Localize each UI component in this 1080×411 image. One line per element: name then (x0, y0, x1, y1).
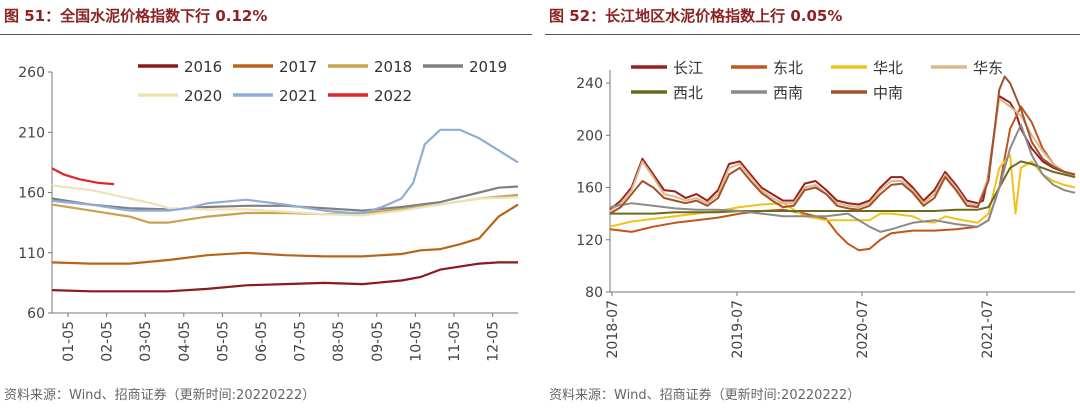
right-series-line-中南 (609, 75, 1076, 215)
left-series-line-2022 (51, 167, 115, 186)
left-x-tick-label: 08-05 (331, 321, 347, 362)
right-source-note: 资料来源：Wind、招商证券（更新时间:20220222） (549, 388, 861, 403)
right-y-tick-label: 200 (576, 128, 603, 144)
left-series-line-2016 (51, 261, 518, 293)
right-series-line-西南 (609, 123, 1076, 233)
left-legend-label-2021: 2021 (279, 87, 317, 105)
right-y-tick-label: 80 (585, 285, 603, 301)
left-chart-panel: 图 51：全国水泥价格指数下行 0.12% 60 110 160 210 260 01-0… (0, 0, 532, 411)
left-x-tick-label: 05-05 (215, 321, 231, 362)
left-x-tick-label: 02-05 (100, 321, 116, 362)
right-title-rule (545, 34, 1080, 35)
left-x-tick-label: 11-05 (447, 321, 463, 362)
left-source-note: 资料来源：Wind、招商证券（更新时间:20220222） (4, 388, 316, 403)
right-legend-label-西北: 西北 (673, 84, 703, 102)
left-y-tick-label: 60 (27, 306, 45, 322)
left-line-chart: 60 110 160 210 260 01-05 02-05 03-05 04-05 05-05 0… (18, 58, 519, 362)
left-series-line-2020 (51, 184, 519, 217)
left-x-tick-label: 12-05 (486, 321, 502, 362)
left-x-tick-label: 07-05 (293, 321, 309, 362)
left-series-line-2017 (51, 203, 519, 265)
left-legend-label-2017: 2017 (279, 58, 317, 76)
left-legend-label-2022: 2022 (374, 87, 412, 105)
right-x-tick-label: 2020-07 (855, 300, 871, 359)
left-x-tick-label: 10-05 (408, 321, 424, 362)
right-legend-label-西南: 西南 (773, 84, 803, 102)
right-x-tick-label: 2018-07 (605, 300, 621, 359)
right-legend-label-中南: 中南 (873, 84, 903, 102)
left-series-line-2019 (51, 185, 519, 212)
right-series-line-东北 (609, 105, 1076, 252)
left-legend-label-2019: 2019 (469, 58, 507, 76)
left-legend-label-2016: 2016 (184, 58, 222, 76)
left-legend-label-2018: 2018 (374, 58, 412, 76)
left-x-tick-label: 06-05 (254, 321, 270, 362)
right-legend-label-东北: 东北 (773, 59, 803, 77)
left-x-tick-label: 09-05 (370, 321, 386, 362)
left-figure-title: 图 51：全国水泥价格指数下行 0.12% (4, 7, 268, 25)
left-x-tick-label: 03-05 (138, 321, 154, 362)
left-y-tick-label: 160 (18, 186, 45, 202)
left-title-rule (0, 34, 532, 35)
left-y-tick-label: 210 (18, 125, 45, 141)
right-x-tick-label: 2021-07 (980, 300, 996, 359)
right-series-line-西北 (610, 160, 1076, 215)
right-legend-label-华东: 华东 (973, 59, 1003, 77)
left-x-tick-label: 01-05 (61, 321, 77, 362)
right-legend-label-长江: 长江 (673, 59, 703, 77)
right-y-tick-label: 240 (576, 76, 603, 92)
right-y-tick-label: 160 (576, 181, 603, 197)
left-series-line-2021 (51, 128, 519, 215)
left-y-tick-label: 260 (18, 65, 45, 81)
right-y-tick-label: 120 (576, 233, 603, 249)
right-chart-panel: 图 52：长江地区水泥价格指数上行 0.05% 80 120 160 200 240 20… (545, 0, 1080, 411)
right-figure-title: 图 52：长江地区水泥价格指数上行 0.05% (549, 7, 843, 25)
left-legend-label-2020: 2020 (184, 87, 222, 105)
left-x-tick-label: 04-05 (177, 321, 193, 362)
left-y-tick-label: 110 (18, 246, 45, 262)
right-x-tick-label: 2019-07 (730, 300, 746, 359)
right-line-chart: 80 120 160 200 240 2018-07 2019-07 2020-07 2021-… (576, 59, 1076, 359)
right-legend-label-华北: 华北 (873, 59, 903, 77)
right-series-line-长江 (609, 95, 1076, 211)
